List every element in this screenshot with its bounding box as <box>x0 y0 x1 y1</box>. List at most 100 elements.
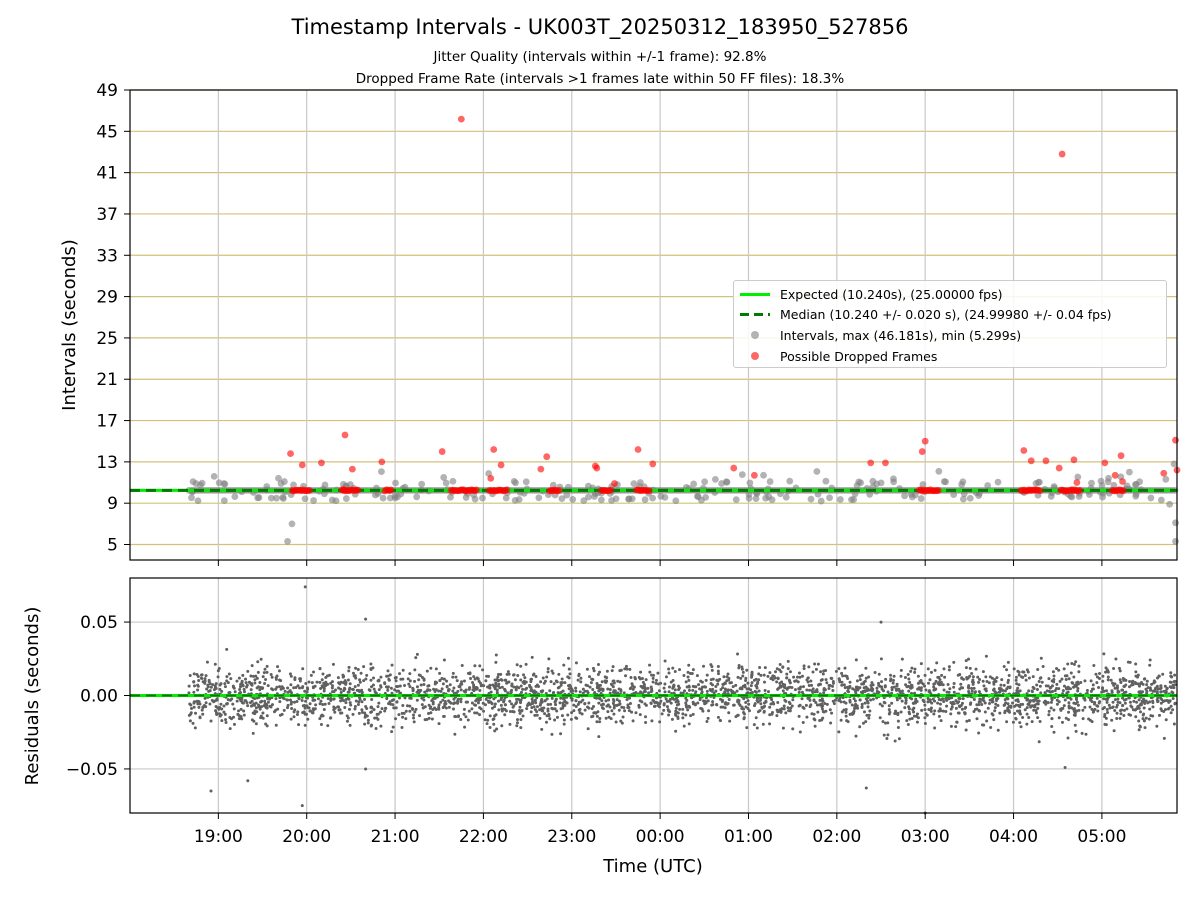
residual-point <box>1168 680 1172 684</box>
residual-point <box>758 709 762 713</box>
residual-point <box>643 686 647 690</box>
residual-point <box>884 677 888 681</box>
residual-point <box>897 737 901 741</box>
residual-point <box>348 682 352 686</box>
interval-point <box>342 495 350 502</box>
residual-point <box>413 710 417 714</box>
residual-point <box>422 698 426 702</box>
residual-point <box>266 700 270 704</box>
residual-point <box>936 701 940 705</box>
residual-point <box>190 707 194 711</box>
residual-point <box>561 701 565 705</box>
residual-point <box>366 721 370 725</box>
residual-point <box>265 664 269 668</box>
residual-point <box>270 687 274 691</box>
residuals-y-axis: −0.050.000.05 <box>66 613 130 780</box>
residual-point <box>614 720 618 724</box>
residual-point <box>298 686 302 690</box>
residual-point <box>947 668 951 672</box>
residual-point <box>370 723 374 727</box>
residual-point <box>217 707 221 711</box>
residual-point <box>837 698 841 702</box>
dropped-frame-rate-subtitle: Dropped Frame Rate (intervals >1 frames … <box>355 71 845 87</box>
residual-point <box>1152 681 1156 685</box>
intervals-y-tick-label: 17 <box>96 412 118 432</box>
residual-point <box>851 710 855 714</box>
residual-point <box>244 677 248 681</box>
residual-point <box>546 703 550 707</box>
residual-point <box>617 699 621 703</box>
residual-point <box>923 708 927 712</box>
residual-point <box>652 699 656 703</box>
residual-point <box>779 709 783 713</box>
interval-point <box>857 479 865 487</box>
residual-point <box>242 709 246 713</box>
residual-point <box>303 689 307 693</box>
residual-point <box>313 698 317 702</box>
residual-point <box>385 697 389 701</box>
residual-point <box>880 685 884 689</box>
residual-point <box>999 683 1003 687</box>
residual-point <box>1111 705 1115 709</box>
residual-point <box>892 685 896 689</box>
residual-point <box>506 670 510 674</box>
residual-point <box>678 668 682 672</box>
residual-point <box>684 713 688 717</box>
residual-point <box>907 689 911 693</box>
residual-point <box>664 697 668 701</box>
interval-point <box>649 494 657 502</box>
residual-point <box>301 685 305 689</box>
residual-point <box>623 667 627 671</box>
residuals-y-axis-label: Residuals (seconds) <box>22 607 43 786</box>
residual-point <box>319 714 323 718</box>
interval-point <box>267 494 275 502</box>
residual-point <box>1113 698 1117 702</box>
residual-point <box>649 685 653 689</box>
residual-point <box>1030 704 1034 708</box>
residual-point <box>804 703 808 707</box>
dropped-frame-point <box>438 448 446 455</box>
residual-point <box>507 672 511 676</box>
residual-point <box>1060 720 1064 724</box>
residual-point <box>719 687 723 691</box>
residual-point <box>233 690 237 694</box>
residual-point <box>547 657 551 661</box>
residual-point <box>739 686 743 690</box>
residual-point <box>673 688 677 692</box>
residual-point <box>619 719 623 723</box>
residual-point <box>581 691 585 695</box>
residual-point <box>812 717 816 721</box>
dropped-frame-point <box>882 459 889 467</box>
residual-point <box>238 687 242 691</box>
residual-point <box>433 696 437 700</box>
residual-point <box>1018 689 1022 693</box>
residual-point <box>1061 689 1065 693</box>
residual-point <box>846 676 850 680</box>
interval-point <box>1157 496 1165 504</box>
residual-point <box>278 685 282 689</box>
residual-point <box>690 672 694 676</box>
residual-point <box>895 698 899 702</box>
residual-point <box>1074 660 1078 664</box>
residual-point <box>311 707 315 711</box>
residual-point <box>601 688 605 692</box>
residual-point <box>326 697 330 701</box>
residual-point <box>1129 704 1133 708</box>
residual-point <box>574 704 578 708</box>
residual-point <box>1102 652 1106 656</box>
residual-point <box>377 688 381 692</box>
legend-swatch-expected <box>740 284 770 304</box>
residual-point <box>628 696 632 700</box>
residual-point <box>296 684 300 688</box>
residual-point <box>775 714 779 718</box>
residual-point <box>408 704 412 708</box>
residual-point <box>818 719 822 723</box>
residual-point <box>1004 701 1008 705</box>
residual-point <box>535 696 539 700</box>
residual-point <box>353 685 357 689</box>
residual-point <box>800 697 804 701</box>
residual-point <box>370 697 374 701</box>
residual-point <box>671 685 675 689</box>
residual-point <box>619 689 623 693</box>
